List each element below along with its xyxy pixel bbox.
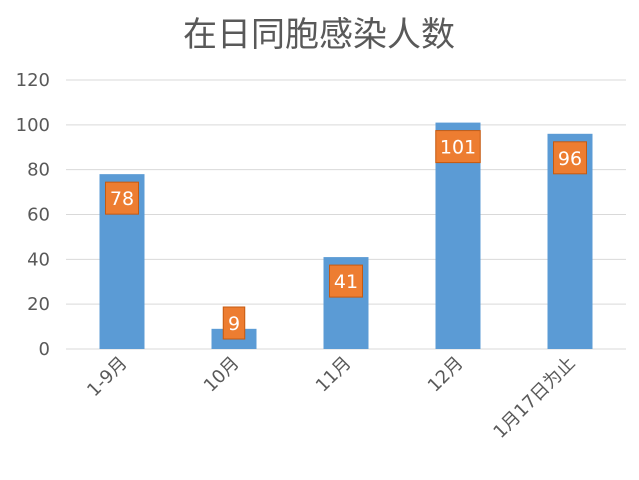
- data-label-box: [105, 181, 139, 215]
- data-label-box: [553, 141, 587, 175]
- data-label: 101: [440, 137, 476, 159]
- y-tick-label: 0: [39, 339, 50, 360]
- y-tick-label: 100: [16, 115, 50, 136]
- data-labels: 78 9 41 101 96: [105, 130, 587, 340]
- y-tick-label: 40: [27, 249, 50, 270]
- y-tick-label: 80: [27, 160, 50, 181]
- data-label: 9: [228, 313, 240, 335]
- y-axis-ticks: 0 20 40 60 80 100 120: [16, 70, 50, 360]
- x-tick-label: 1-9月: [83, 353, 131, 401]
- data-label: 78: [110, 188, 134, 210]
- x-tick-label: 12月: [424, 353, 468, 397]
- data-label-box: [222, 306, 246, 340]
- y-tick-label: 60: [27, 205, 50, 226]
- x-tick-label: 10月: [200, 353, 244, 397]
- y-tick-label: 20: [27, 294, 50, 315]
- bars: [99, 122, 593, 349]
- data-label: 96: [558, 148, 582, 170]
- chart-title: 在日同胞感染人数: [183, 15, 455, 55]
- data-label: 41: [334, 271, 358, 293]
- data-label-box: [435, 130, 481, 164]
- x-axis-ticks: 1-9月 10月 11月 12月 1月17日为止: [83, 353, 579, 443]
- data-label-box: [329, 264, 363, 298]
- y-tick-label: 120: [16, 70, 50, 91]
- x-tick-label: 1月17日为止: [489, 353, 579, 443]
- x-tick-label: 11月: [312, 353, 356, 397]
